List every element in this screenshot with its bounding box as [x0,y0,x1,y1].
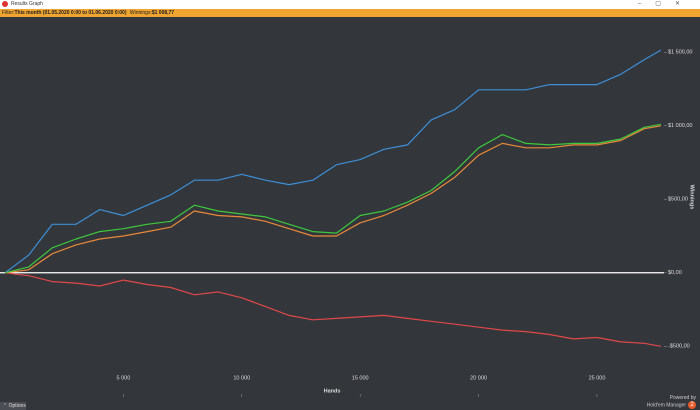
brand-version: 2 [688,401,696,409]
brand-name: Hold'em Manager [646,402,686,409]
x-axis-label: Hands [324,388,341,394]
x-tick-label: 20 000 [470,375,487,381]
y-tick-label: -$500,00 [668,344,690,350]
winnings-value: $1 008,77 [151,10,175,16]
series-line [4,125,662,274]
y-tick-label: $0,00 [668,270,682,276]
window-title: Results Graph [11,1,43,7]
filter-text: This month (01.05.2020 0:00 to 01.06.202… [14,10,127,16]
options-button[interactable]: ⌃ Options [0,402,26,410]
chart: -$500,00 $0,00 $500,00 $1 000,00 $1 500,00 5 … [0,49,695,397]
y-tick-label: $1 000,00 [668,123,692,129]
filter-bar: Filter:This month (01.05.2020 0:00 to 01… [0,9,700,17]
app-icon [2,1,8,7]
powered-by: Powered by [669,395,696,401]
x-tick-label: 15 000 [352,375,369,381]
title-bar: Results Graph –▢✕ [0,0,700,9]
brand: Powered by Hold'em Manager 2 [647,395,696,409]
y-axis-label: Winnings [689,185,695,210]
window-buttons[interactable]: –▢✕ [637,1,694,7]
series-line [4,272,662,347]
x-tick-label: 25 000 [589,375,606,381]
series-line [4,123,662,274]
filter-label: Filter: [2,10,15,16]
x-tick-label: 5 000 [116,375,130,381]
options-label: Options [8,403,26,409]
x-tick-label: 10 000 [233,375,250,381]
y-tick-label: $500,00 [668,197,688,203]
y-tick-label: $1 500,00 [668,50,692,56]
series-line [4,49,662,274]
winnings-label: Winnings: [129,10,152,16]
